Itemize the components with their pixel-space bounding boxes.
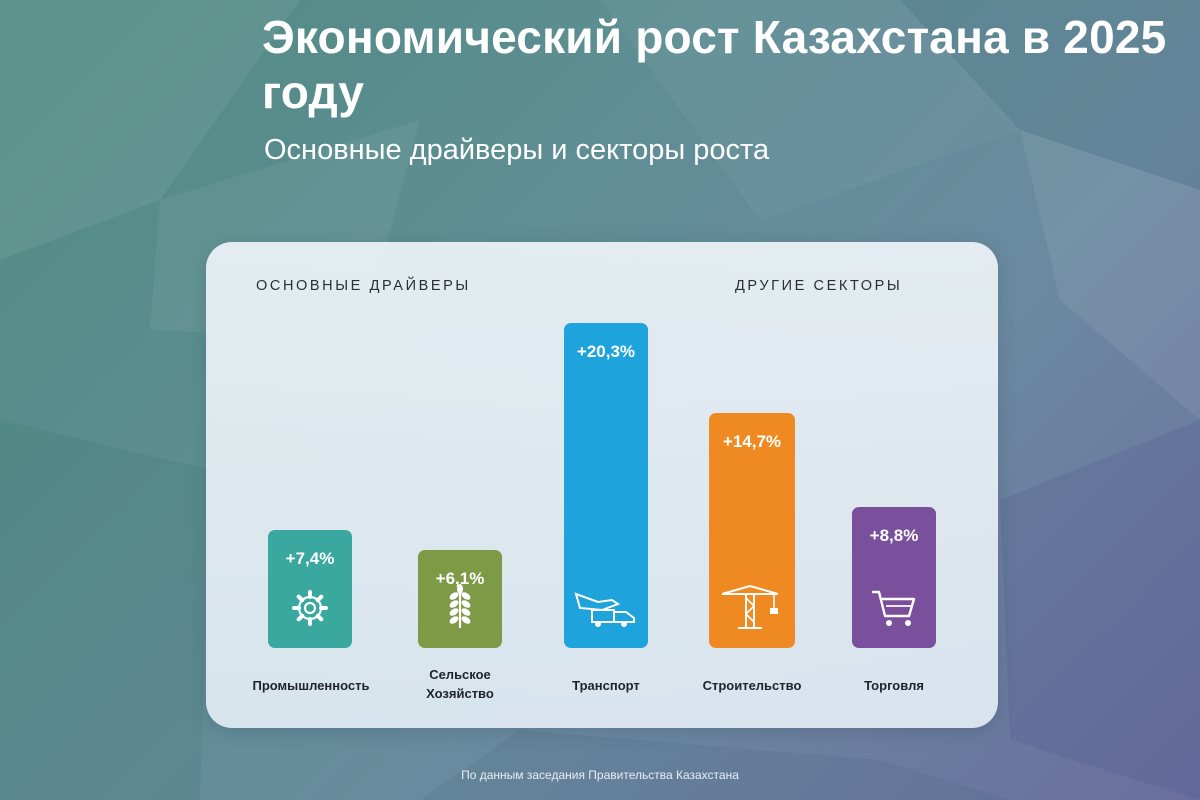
bar-4 xyxy=(709,413,795,648)
bar-value-label-1: +7,4% xyxy=(286,549,335,568)
bar-value-label-5: +8,8% xyxy=(870,526,919,545)
bar-value-label-4: +14,7% xyxy=(723,432,781,451)
section-label-other-sectors: ДРУГИЕ СЕКТОРЫ xyxy=(735,278,903,294)
bar-value-label-2: +6,1% xyxy=(436,569,485,588)
section-label-main-drivers: ОСНОВНЫЕ ДРАЙВЕРЫ xyxy=(256,278,471,294)
bar-value-label-3: +20,3% xyxy=(577,342,635,361)
category-label-3: Транспорт xyxy=(572,678,640,693)
wheat-icon xyxy=(449,584,471,628)
page-title: Экономический рост Казахстана в 2025 год… xyxy=(262,11,1167,118)
truck-plane-icon xyxy=(574,592,635,627)
bar-1 xyxy=(268,530,352,648)
page-subtitle: Основные драйверы и секторы роста xyxy=(264,134,770,166)
category-label-1: Промышленность xyxy=(252,678,370,693)
cart-icon xyxy=(872,590,916,626)
category-label-5: Торговля xyxy=(864,678,924,693)
gear-icon xyxy=(292,590,328,626)
crane-icon xyxy=(721,585,779,629)
bar-5 xyxy=(852,507,936,648)
category-label-2: Сельское Хозяйство xyxy=(426,667,494,701)
source-note: По данным заседания Правительства Казахс… xyxy=(461,768,739,782)
category-label-4: Строительство xyxy=(702,678,802,693)
bar-3 xyxy=(564,323,648,648)
